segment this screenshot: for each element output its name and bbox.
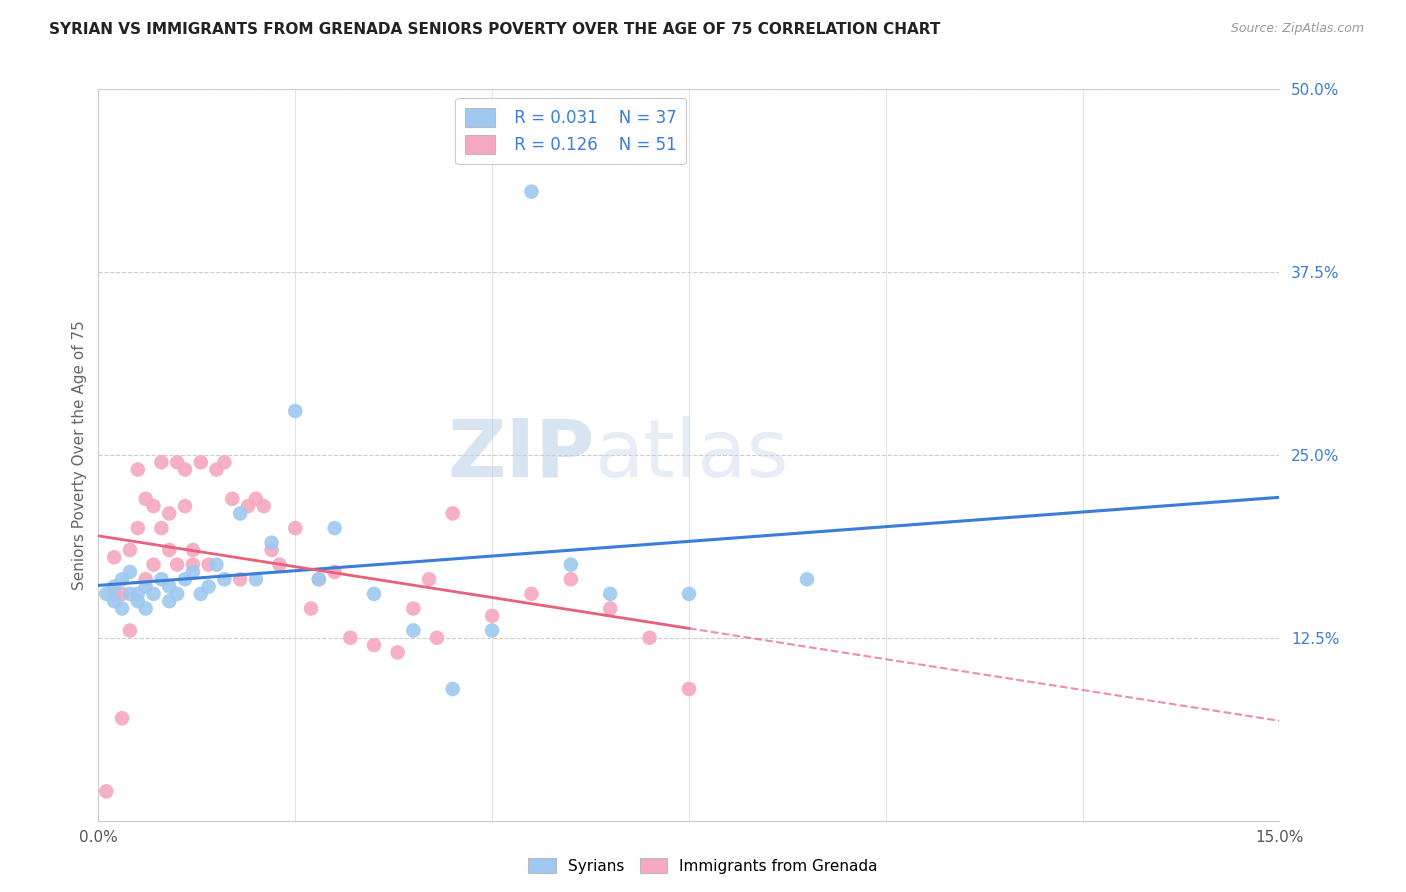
Point [796,572,818,586]
Point [142,499,165,513]
Point [229,572,252,586]
Point [118,543,141,558]
Text: Source: ZipAtlas.com: Source: ZipAtlas.com [1230,22,1364,36]
Point [150,521,173,535]
Point [229,507,252,521]
Point [418,572,440,586]
Point [214,572,236,586]
Point [127,462,149,476]
Point [339,631,361,645]
Point [111,572,134,586]
Point [127,521,149,535]
Point [135,580,157,594]
Legend:  R = 0.031    N = 37,  R = 0.126    N = 51: R = 0.031 N = 37, R = 0.126 N = 51 [456,97,686,164]
Point [481,608,503,623]
Point [197,580,219,594]
Point [214,455,236,469]
Point [157,507,180,521]
Text: SYRIAN VS IMMIGRANTS FROM GRENADA SENIORS POVERTY OVER THE AGE OF 75 CORRELATION: SYRIAN VS IMMIGRANTS FROM GRENADA SENIOR… [49,22,941,37]
Point [599,601,621,615]
Point [560,572,582,586]
Point [135,491,157,506]
Point [135,572,157,586]
Point [363,638,385,652]
Point [118,624,141,638]
Point [181,565,204,579]
Point [118,565,141,579]
Text: ZIP: ZIP [447,416,595,494]
Point [253,499,276,513]
Point [236,499,259,513]
Point [181,543,204,558]
Legend: Syrians, Immigrants from Grenada: Syrians, Immigrants from Grenada [522,852,884,880]
Point [96,587,118,601]
Point [111,587,134,601]
Point [174,572,197,586]
Point [190,455,212,469]
Point [174,499,197,513]
Point [190,587,212,601]
Point [205,558,228,572]
Point [150,455,173,469]
Point [678,681,700,696]
Point [103,587,125,601]
Point [323,521,346,535]
Point [135,601,157,615]
Point [103,550,125,565]
Point [284,404,307,418]
Point [638,631,661,645]
Point [181,558,204,572]
Point [205,462,228,476]
Point [284,521,307,535]
Point [426,631,449,645]
Point [157,580,180,594]
Point [269,558,291,572]
Point [157,594,180,608]
Point [481,624,503,638]
Point [96,784,118,798]
Point [221,491,243,506]
Point [520,587,543,601]
Point [520,185,543,199]
Point [142,558,165,572]
Point [299,601,322,615]
Point [111,601,134,615]
Point [402,601,425,615]
Point [118,587,141,601]
Point [387,645,409,659]
Point [103,594,125,608]
Point [150,572,173,586]
Point [245,572,267,586]
Point [308,572,330,586]
Point [402,624,425,638]
Point [260,543,283,558]
Point [142,587,165,601]
Point [323,565,346,579]
Point [111,711,134,725]
Point [308,572,330,586]
Point [441,507,464,521]
Point [197,558,219,572]
Point [166,455,188,469]
Point [157,543,180,558]
Point [103,580,125,594]
Point [127,587,149,601]
Point [174,462,197,476]
Point [245,491,267,506]
Point [166,558,188,572]
Point [260,535,283,549]
Point [599,587,621,601]
Point [678,587,700,601]
Point [363,587,385,601]
Point [441,681,464,696]
Point [166,587,188,601]
Y-axis label: Seniors Poverty Over the Age of 75: Seniors Poverty Over the Age of 75 [72,320,87,590]
Point [127,594,149,608]
Point [560,558,582,572]
Text: atlas: atlas [595,416,789,494]
